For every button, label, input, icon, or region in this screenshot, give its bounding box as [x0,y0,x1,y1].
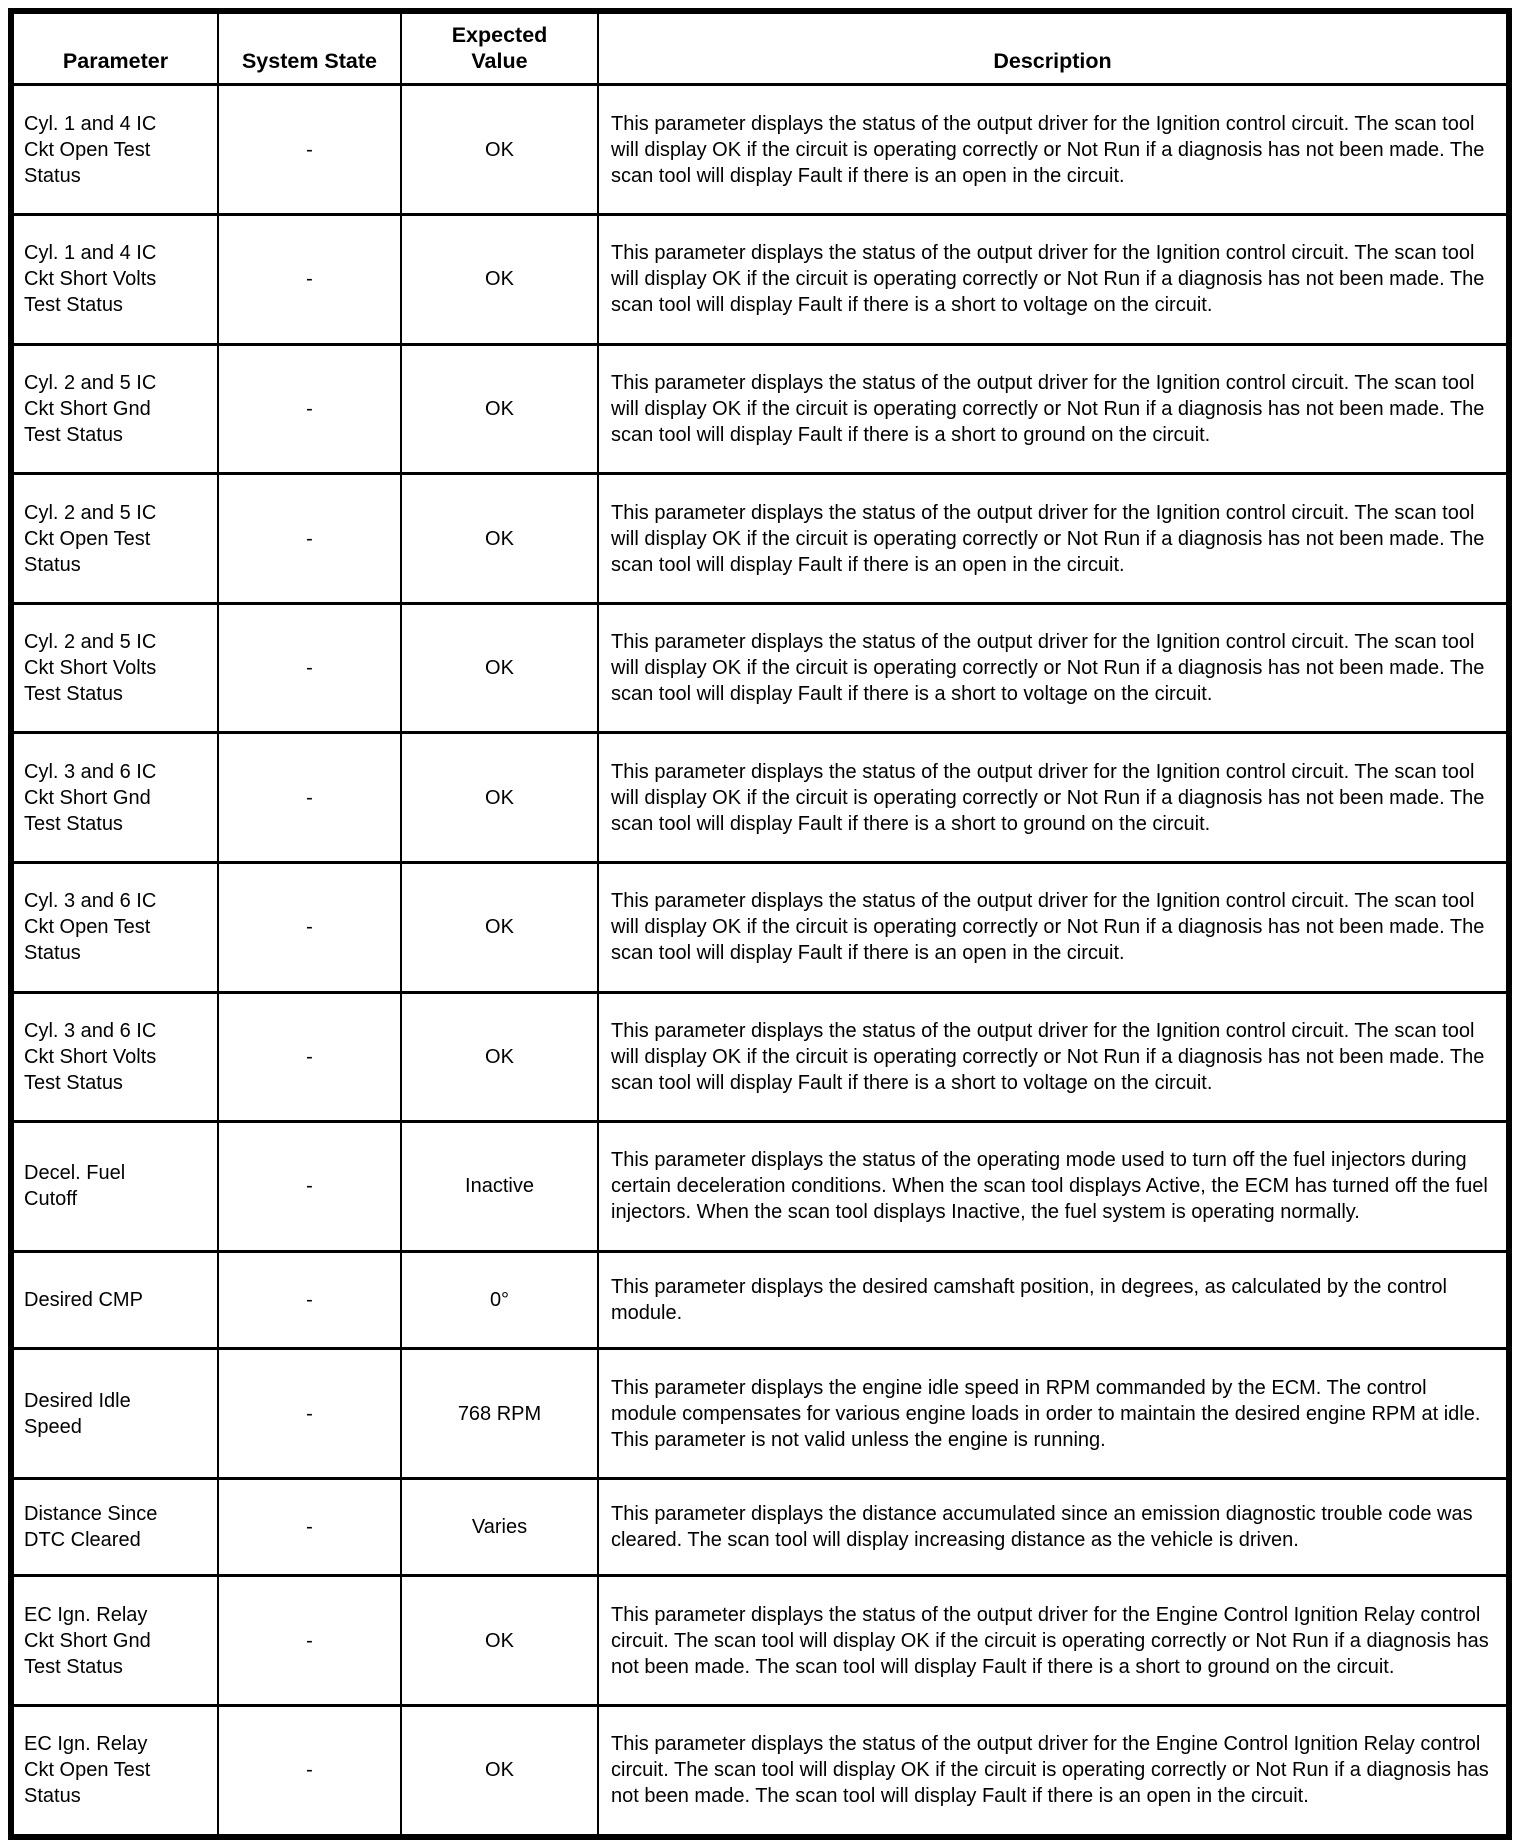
table-body: Cyl. 1 and 4 IC Ckt Open Test Status - OK T… [10,83,1510,1839]
system-state-cell: - [217,601,402,735]
description-cell: This parameter displays the status of th… [597,1120,1510,1253]
header-expected-value: Expected Value [400,9,599,87]
table-row: Cyl. 3 and 6 IC Ckt Open Test Status - OK T… [10,861,1510,994]
description-cell: This parameter displays the status of th… [597,83,1510,217]
system-state-cell: - [217,1120,402,1253]
table-row: Cyl. 2 and 5 IC Ckt Short Volts Test Sta… [10,601,1510,735]
table-row: Cyl. 1 and 4 IC Ckt Open Test Status - OK T… [10,83,1510,217]
expected-value-cell: OK [400,601,599,735]
system-state-cell: - [217,731,402,864]
header-parameter: Parameter [10,9,219,87]
table-row: Decel. Fuel Cutoff - Inactive This paramete… [10,1120,1510,1253]
table-row: Desired Idle Speed -768 RPM This parameter… [10,1347,1510,1480]
expected-value-cell: Varies [400,1476,599,1578]
system-state-cell: - [217,1249,402,1351]
description-cell: This parameter displays the distance acc… [597,1476,1510,1578]
table-row: Desired CMP -0° This parameter displays th… [10,1249,1510,1351]
parameter-cell: EC Ign. Relay Ckt Short Gnd Test Status [10,1574,219,1707]
system-state-cell: - [217,1703,402,1839]
expected-value-cell: OK [400,861,599,994]
table-row: EC Ign. Relay Ckt Short Gnd Test Status -… [10,1574,1510,1707]
description-cell: This parameter displays the status of th… [597,342,1510,476]
parameter-cell: Distance Since DTC Cleared [10,1476,219,1578]
description-cell: This parameter displays the status of th… [597,1574,1510,1707]
table-row: Cyl. 2 and 5 IC Ckt Open Test Status - OK T… [10,472,1510,605]
system-state-cell: - [217,1476,402,1578]
expected-value-cell: OK [400,213,599,346]
system-state-cell: - [217,342,402,476]
parameter-cell: Cyl. 2 and 5 IC Ckt Short Gnd Test Statu… [10,342,219,476]
description-cell: This parameter displays the status of th… [597,213,1510,346]
header-description: Description [597,9,1510,87]
expected-value-cell: 768 RPM [400,1347,599,1480]
system-state-cell: - [217,1347,402,1480]
table-row: Distance Since DTC Cleared - Varies This pa… [10,1476,1510,1578]
expected-value-cell: OK [400,1703,599,1839]
system-state-cell: - [217,213,402,346]
parameter-cell: Cyl. 1 and 4 IC Ckt Open Test Status [10,83,219,217]
parameter-cell: Cyl. 3 and 6 IC Ckt Open Test Status [10,861,219,994]
system-state-cell: - [217,990,402,1124]
description-cell: This parameter displays the status of th… [597,472,1510,605]
scan-tool-data-table: Parameter System State Expected Value De… [8,8,1512,1840]
system-state-cell: - [217,83,402,217]
description-cell: This parameter displays the status of th… [597,601,1510,735]
parameter-cell: Cyl. 3 and 6 IC Ckt Short Gnd Test Statu… [10,731,219,864]
parameter-cell: Cyl. 3 and 6 IC Ckt Short Volts Test Sta… [10,990,219,1124]
expected-value-cell: OK [400,472,599,605]
table-row: Cyl. 1 and 4 IC Ckt Short Volts Test Sta… [10,213,1510,346]
table-row: Cyl. 3 and 6 IC Ckt Short Gnd Test Statu… [10,731,1510,864]
expected-value-cell: 0° [400,1249,599,1351]
parameter-cell: Desired Idle Speed [10,1347,219,1480]
description-cell: This parameter displays the desired cams… [597,1249,1510,1351]
expected-value-cell: Inactive [400,1120,599,1253]
parameter-cell: Cyl. 2 and 5 IC Ckt Open Test Status [10,472,219,605]
header-system-state: System State [217,9,402,87]
parameter-cell: Cyl. 2 and 5 IC Ckt Short Volts Test Sta… [10,601,219,735]
table-row: Cyl. 3 and 6 IC Ckt Short Volts Test Sta… [10,990,1510,1124]
expected-value-cell: OK [400,1574,599,1707]
table-row: EC Ign. Relay Ckt Open Test Status - OK Thi… [10,1703,1510,1839]
description-cell: This parameter displays the status of th… [597,731,1510,864]
system-state-cell: - [217,1574,402,1707]
system-state-cell: - [217,472,402,605]
system-state-cell: - [217,861,402,994]
description-cell: This parameter displays the status of th… [597,990,1510,1124]
expected-value-cell: OK [400,990,599,1124]
parameter-cell: Cyl. 1 and 4 IC Ckt Short Volts Test Sta… [10,213,219,346]
table-header-row: Parameter System State Expected Value De… [10,9,1510,87]
expected-value-cell: OK [400,342,599,476]
expected-value-cell: OK [400,731,599,864]
description-cell: This parameter displays the engine idle … [597,1347,1510,1480]
description-cell: This parameter displays the status of th… [597,861,1510,994]
table-header: Parameter System State Expected Value De… [10,9,1510,87]
expected-value-cell: OK [400,83,599,217]
parameter-cell: EC Ign. Relay Ckt Open Test Status [10,1703,219,1839]
parameter-cell: Desired CMP [10,1249,219,1351]
parameter-cell: Decel. Fuel Cutoff [10,1120,219,1253]
table-row: Cyl. 2 and 5 IC Ckt Short Gnd Test Statu… [10,342,1510,476]
description-cell: This parameter displays the status of th… [597,1703,1510,1839]
